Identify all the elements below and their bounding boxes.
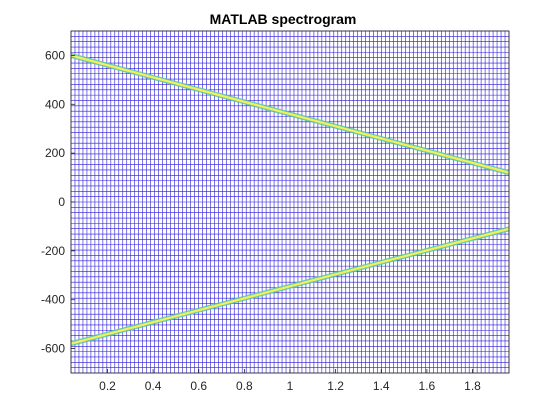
y-tick-label: 400 [45,97,65,111]
chart-title: MATLAB spectrogram [210,11,357,27]
x-tick-label: 1.2 [327,379,344,393]
y-tick-label: 200 [45,146,65,160]
x-tick-label: 1.8 [464,379,481,393]
x-tick-label: 1.4 [373,379,390,393]
y-tick-label: -400 [41,293,65,307]
y-tick-label: 600 [45,48,65,62]
x-tick-label: 0.2 [99,379,116,393]
x-tick-label: 0.4 [145,379,162,393]
plot-area [71,31,509,373]
x-tick-label: 0.6 [190,379,207,393]
x-tick-label: 1.6 [419,379,436,393]
y-tick-label: -200 [41,244,65,258]
x-tick-label: 1 [287,379,294,393]
x-tick-label: 0.8 [236,379,253,393]
y-tick-label: 0 [58,195,65,209]
y-tick-label: -600 [41,342,65,356]
